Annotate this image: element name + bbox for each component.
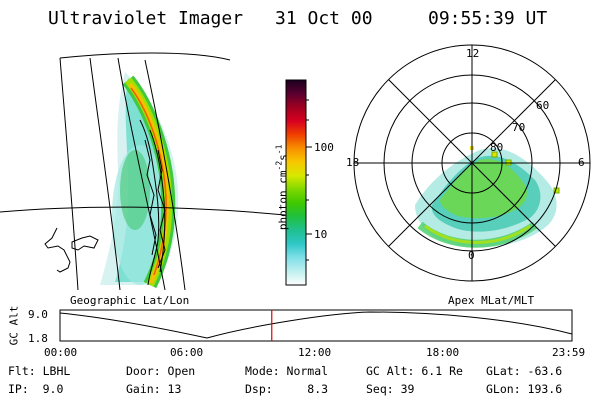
lat-label-60: 60 — [536, 99, 550, 112]
info-ip: IP: 9.0 — [8, 382, 64, 396]
info-mode: Mode: Normal — [245, 364, 329, 378]
info-glon: GLon: 193.6 — [486, 382, 563, 396]
info-filter: Flt: LBHL — [8, 364, 71, 378]
colorbar — [286, 80, 306, 285]
colorbar-tick-100: 100 — [314, 141, 334, 154]
polar-plot — [353, 44, 591, 282]
left-panel-title: Geographic Lat/Lon — [70, 294, 190, 307]
altitude-plot — [59, 309, 573, 342]
colorbar-unit-label: photon cm-2s-1 — [274, 144, 290, 231]
colorbar-tick-10: 10 — [314, 228, 328, 241]
geographic-image — [0, 52, 285, 290]
altitude-ytick-1: 1.8 — [28, 332, 48, 345]
info-gc-alt: GC Alt: 6.1 Re — [366, 364, 463, 378]
altitude-curve — [59, 311, 573, 339]
altitude-ytick-9: 9.0 — [28, 308, 48, 321]
mlt-label-18: 18 — [346, 156, 360, 169]
info-dsp: Dsp: 8.3 — [245, 382, 329, 396]
time-tick-0600: 06:00 — [170, 346, 204, 359]
info-gain: Gain: 13 — [126, 382, 182, 396]
time-label: 09:55:39 UT — [428, 8, 548, 29]
info-door: Door: Open — [126, 364, 196, 378]
lat-label-70: 70 — [512, 121, 526, 134]
info-glat: GLat: -63.6 — [486, 364, 563, 378]
lat-label-80: 80 — [490, 141, 504, 154]
time-tick-1200: 12:00 — [298, 346, 332, 359]
time-tick-1800: 18:00 — [426, 346, 460, 359]
mlt-label-12: 12 — [466, 47, 480, 60]
date-label: 31 Oct 00 — [275, 8, 373, 29]
time-tick-2359: 23:59 — [552, 346, 586, 359]
altitude-ylabel: GC Alt — [7, 305, 21, 346]
instrument-title: Ultraviolet Imager — [48, 8, 244, 29]
coastline-shape — [44, 227, 99, 273]
time-tick-0000: 00:00 — [44, 346, 78, 359]
right-panel-title: Apex MLat/MLT — [448, 294, 535, 307]
mlt-label-6: 6 — [578, 156, 585, 169]
mlt-label-0: 0 — [468, 249, 475, 262]
info-seq: Seq: 39 — [366, 382, 415, 396]
